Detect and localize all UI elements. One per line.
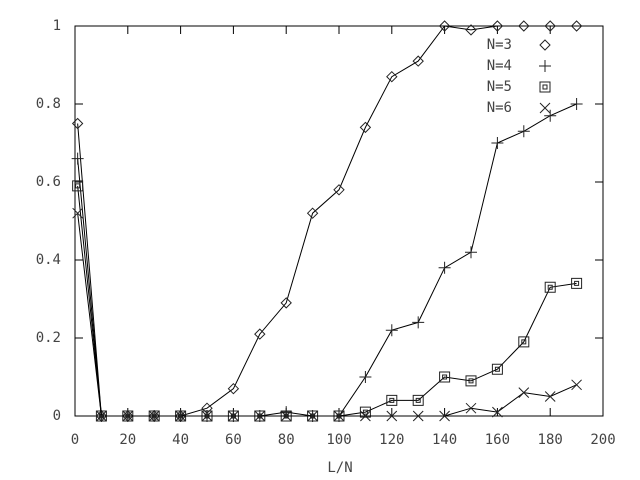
data-point [465,246,477,259]
series-line [77,103,577,417]
data-point [333,184,345,196]
data-point [518,336,530,348]
data-point [386,410,398,422]
data-point [254,410,266,422]
legend-label: N=3 [487,37,512,53]
y-tick-label: 0.8 [36,96,61,112]
x-axis-label: L/N [327,460,352,476]
legend-label: N=6 [487,100,512,116]
y-tick-label: 0.4 [36,252,61,268]
data-point [254,328,266,340]
legend-marker [539,81,551,93]
data-point [360,410,371,422]
data-point [491,137,504,149]
legend-label: N=4 [487,58,512,74]
data-point [571,379,582,391]
data-point [465,375,477,387]
data-point [72,207,83,219]
data-point [544,109,557,122]
legend-marker [539,102,551,114]
data-point [412,316,425,329]
series-line [77,185,577,417]
data-point [71,152,84,165]
data-point [439,371,451,383]
data-point [491,363,503,375]
data-point [148,410,160,422]
data-point [570,20,583,32]
plot-frame [74,25,604,417]
x-tick-label: 0 [71,432,79,448]
x-tick-label: 200 [590,432,615,448]
x-tick-label: 20 [119,432,136,448]
legend-label: N=5 [487,79,512,95]
data-point [439,410,450,422]
series-line [77,213,577,417]
data-point [544,391,556,402]
data-point [72,180,84,192]
data-point [96,410,107,422]
data-point [465,402,477,414]
data-point [492,406,503,418]
y-tick-label: 0.2 [36,330,61,346]
data-point [412,410,424,422]
data-point [386,70,398,83]
data-point [359,371,372,383]
x-tick-label: 140 [432,432,457,448]
data-point [518,387,530,398]
data-point [570,98,583,110]
data-point [122,410,134,422]
data-point [438,261,451,274]
x-tick-label: 180 [538,432,563,448]
x-tick-label: 40 [172,432,189,448]
data-point [333,410,345,422]
x-tick-label: 160 [485,432,510,448]
data-point [544,281,556,293]
data-point [412,394,424,406]
x-tick-label: 100 [326,432,351,448]
legend-marker [539,60,551,72]
data-point [280,297,292,309]
data-point [491,20,504,32]
x-tick-label: 80 [278,432,295,448]
data-point [71,117,84,130]
legend-marker [539,39,551,51]
data-point [201,410,213,422]
data-point [571,277,583,289]
data-point [517,125,530,138]
data-point [386,394,398,406]
data-point [307,410,318,422]
x-tick-label: 120 [379,432,404,448]
data-point [227,382,240,395]
data-point [175,410,186,422]
x-tick-label: 60 [225,432,242,448]
data-point [228,410,239,422]
data-point [465,24,477,36]
data-point [544,20,556,32]
data-point [359,121,372,134]
data-point [280,410,292,422]
y-tick-label: 1 [53,18,61,34]
y-tick-label: 0 [53,408,61,424]
data-point [385,324,398,337]
data-point [306,207,319,219]
y-tick-label: 0.6 [36,174,61,190]
data-point [412,55,424,67]
data-point [438,20,451,32]
data-point [518,20,530,32]
